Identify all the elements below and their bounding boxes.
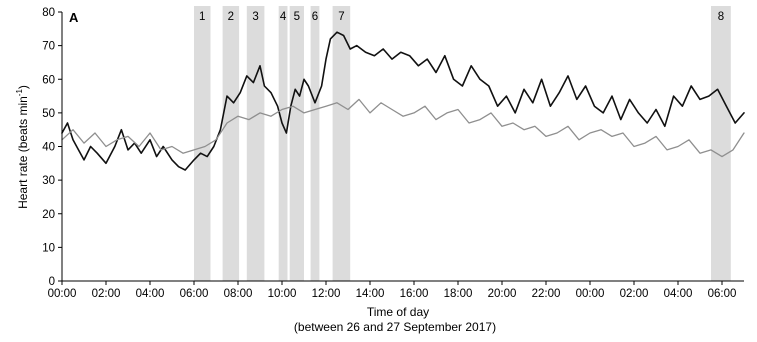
y-tick-label-20: 20 xyxy=(42,209,55,221)
x-tick-label-10: 20:00 xyxy=(488,288,517,300)
activity-band-label-8: 8 xyxy=(718,11,724,23)
activity-band-label-7: 7 xyxy=(338,11,344,23)
activity-band-7 xyxy=(332,6,351,281)
y-tick-label-70: 70 xyxy=(42,41,55,53)
series-line-2 xyxy=(61,98,745,158)
activity-band-label-2: 2 xyxy=(228,11,234,23)
x-tick-label-5: 10:00 xyxy=(268,288,297,300)
activity-band-2 xyxy=(222,6,240,281)
x-tick-label-3: 06:00 xyxy=(180,288,209,300)
activity-band-label-3: 3 xyxy=(252,11,258,23)
x-tick-label-11: 22:00 xyxy=(532,288,561,300)
x-tick-label-2: 04:00 xyxy=(136,288,165,300)
x-tick-label-13: 02:00 xyxy=(620,288,649,300)
activity-band-label-5: 5 xyxy=(294,11,300,23)
y-axis-title-superscript: -1 xyxy=(15,89,24,97)
activity-band-8 xyxy=(711,6,731,281)
activity-band-3 xyxy=(246,6,265,281)
series-lines xyxy=(61,31,745,171)
x-tick-label-4: 08:00 xyxy=(224,288,253,300)
y-axis-title: Heart rate (beats min-1) xyxy=(15,85,30,209)
activity-band-5 xyxy=(289,6,304,281)
y-tick-label-80: 80 xyxy=(42,7,55,19)
activity-bands xyxy=(194,6,731,281)
activity-band-1 xyxy=(194,6,211,281)
x-tick-label-1: 02:00 xyxy=(92,288,121,300)
y-tick-label-0: 0 xyxy=(49,276,55,288)
y-tick-label-30: 30 xyxy=(42,175,55,187)
activity-band-label-1: 1 xyxy=(199,11,205,23)
x-tick-label-12: 00:00 xyxy=(576,288,605,300)
y-axis-ticks: 0 10 20 30 40 50 60 70 80 xyxy=(42,7,62,288)
activity-band-6 xyxy=(310,6,320,281)
x-tick-label-6: 12:00 xyxy=(312,288,341,300)
y-tick-label-10: 10 xyxy=(42,242,55,254)
x-tick-label-14: 04:00 xyxy=(664,288,693,300)
y-tick-label-50: 50 xyxy=(42,108,55,120)
x-tick-label-7: 14:00 xyxy=(356,288,385,300)
activity-band-label-6: 6 xyxy=(312,11,318,23)
x-tick-label-15: 06:00 xyxy=(708,288,737,300)
x-axis-ticks: 00:00 02:00 04:00 06:00 08:00 10:00 12:00 14:00… xyxy=(48,281,737,300)
y-axis-title-close: ) xyxy=(16,85,30,89)
y-tick-label-40: 40 xyxy=(42,142,55,154)
x-tick-label-8: 16:00 xyxy=(400,288,429,300)
y-axis-title-main: Heart rate (beats min xyxy=(16,96,30,209)
panel-letter: A xyxy=(69,10,79,25)
activity-band-4 xyxy=(278,6,288,281)
activity-band-label-4: 4 xyxy=(280,11,287,23)
x-tick-label-0: 00:00 xyxy=(48,288,77,300)
x-axis-subtitle: (between 26 and 27 September 2017) xyxy=(294,320,496,334)
x-tick-label-9: 18:00 xyxy=(444,288,473,300)
y-tick-label-60: 60 xyxy=(42,74,55,86)
x-axis-title: Time of day xyxy=(367,305,429,319)
